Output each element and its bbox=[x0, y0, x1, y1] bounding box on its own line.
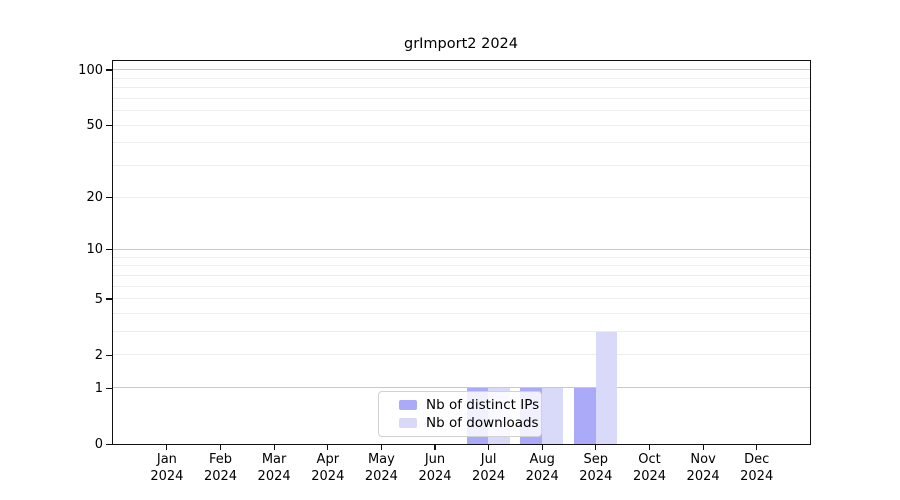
y-tick-mark bbox=[106, 196, 112, 198]
x-tick-label-4: May 2024 bbox=[364, 452, 398, 484]
x-tick-mark bbox=[756, 444, 758, 451]
x-tick-mark bbox=[702, 444, 704, 451]
gridline-minor bbox=[113, 196, 810, 198]
x-tick-label-10: Nov 2024 bbox=[686, 452, 720, 484]
y-tick-mark bbox=[106, 249, 112, 251]
gridline-major bbox=[113, 249, 810, 250]
x-tick-mark bbox=[434, 444, 436, 451]
x-tick-mark bbox=[273, 444, 275, 451]
y-tick-mark bbox=[106, 69, 112, 71]
chart-title: grImport2 2024 bbox=[403, 36, 519, 52]
x-tick-label-6: Jul 2024 bbox=[472, 452, 506, 484]
y-tick-label: 2 bbox=[94, 347, 103, 363]
legend: Nb of distinct IPs Nb of downloads bbox=[378, 391, 542, 437]
bar-downloads-8 bbox=[595, 331, 617, 444]
y-tick-mark bbox=[106, 387, 112, 389]
x-tick-label-0: Jan 2024 bbox=[150, 452, 184, 484]
y-tick-label: 0 bbox=[94, 436, 103, 452]
bar-downloads-7 bbox=[541, 387, 564, 444]
legend-swatch-distinct-ips bbox=[399, 399, 417, 411]
gridline-minor bbox=[113, 124, 810, 126]
legend-item-distinct-ips: Nb of distinct IPs bbox=[399, 396, 541, 413]
gridline-minor bbox=[113, 285, 810, 287]
legend-label-distinct-ips: Nb of distinct IPs bbox=[426, 396, 540, 413]
gridline-major bbox=[113, 69, 810, 71]
legend-label-downloads: Nb of downloads bbox=[426, 414, 539, 431]
bars-layer bbox=[113, 61, 810, 444]
gridline-minor bbox=[113, 142, 810, 144]
x-tick-mark bbox=[648, 444, 651, 451]
gridline-minor bbox=[113, 313, 810, 314]
gridline-major bbox=[113, 387, 810, 389]
gridline-minor bbox=[113, 298, 810, 300]
gridline-minor bbox=[113, 110, 810, 112]
y-tick-mark bbox=[106, 298, 112, 300]
gridline-minor bbox=[113, 331, 810, 333]
x-tick-mark bbox=[488, 444, 490, 451]
x-tick-label-11: Dec 2024 bbox=[740, 452, 774, 484]
x-tick-mark bbox=[380, 444, 382, 451]
gridlines-layer bbox=[113, 61, 810, 444]
x-tick-mark bbox=[219, 444, 222, 451]
x-tick-label-5: Jun 2024 bbox=[418, 452, 452, 484]
x-tick-mark bbox=[327, 444, 329, 451]
x-tick-label-8: Sep 2024 bbox=[579, 452, 613, 484]
y-tick-label: 20 bbox=[86, 189, 103, 205]
x-tick-label-7: Aug 2024 bbox=[525, 452, 559, 484]
legend-item-downloads: Nb of downloads bbox=[399, 414, 541, 431]
y-tick-label: 5 bbox=[94, 291, 103, 307]
gridline-minor bbox=[113, 97, 810, 99]
x-tick-mark bbox=[541, 444, 543, 451]
x-tick-mark bbox=[595, 444, 597, 451]
y-tick-label: 100 bbox=[78, 62, 103, 78]
gridline-minor bbox=[113, 265, 810, 267]
legend-swatch-downloads bbox=[399, 417, 417, 429]
gridline-minor bbox=[113, 354, 810, 356]
y-tick-mark bbox=[106, 124, 112, 126]
gridline-minor bbox=[113, 87, 810, 89]
gridline-minor bbox=[113, 256, 810, 258]
x-tick-label-1: Feb 2024 bbox=[203, 452, 238, 484]
y-tick-label: 10 bbox=[86, 242, 103, 258]
y-tick-label: 1 bbox=[94, 380, 103, 396]
x-tick-label-3: Apr 2024 bbox=[311, 452, 345, 484]
plot-area: Nb of distinct IPs Nb of downloads bbox=[112, 60, 811, 445]
y-tick-label: 50 bbox=[86, 117, 103, 133]
gridline-minor bbox=[113, 77, 810, 79]
gridline-minor bbox=[113, 274, 810, 276]
x-tick-label-9: Oct 2024 bbox=[632, 452, 667, 484]
y-tick-mark bbox=[106, 443, 112, 445]
y-tick-mark bbox=[106, 354, 112, 356]
bar-distinct-ips-8 bbox=[574, 387, 596, 444]
x-tick-label-2: Mar 2024 bbox=[257, 452, 291, 484]
x-tick-mark bbox=[166, 444, 168, 451]
gridline-minor bbox=[113, 165, 810, 166]
